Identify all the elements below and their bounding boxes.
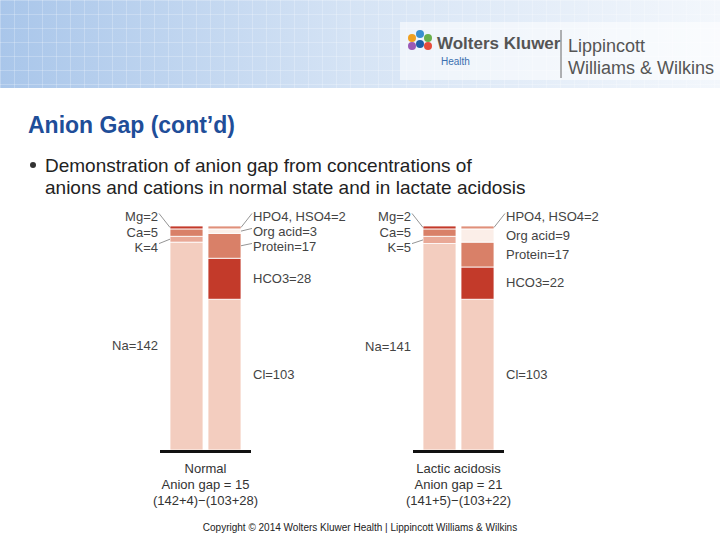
leader-line (241, 228, 252, 231)
data-label: HPO4, HSO4=2 (253, 209, 346, 224)
bar-segment (461, 229, 494, 242)
logo-dot (408, 42, 416, 50)
logo-dot (424, 34, 432, 42)
bar-segment (170, 236, 203, 242)
caption: (141+5)−(103+22) (406, 493, 511, 508)
slide: Wolters Kluwer Health LippincottWilliams &… (0, 0, 720, 540)
slide-title: Anion Gap (cont’d) (28, 112, 235, 138)
bar-segment (423, 244, 456, 450)
bullet-text: Demonstration of anion gap from concentr… (45, 155, 472, 176)
caption: Lactic acidosis (416, 461, 501, 476)
logo-dot (408, 34, 416, 42)
baseline (413, 450, 504, 453)
data-label: K=5 (388, 240, 412, 255)
bar-segment (208, 299, 241, 450)
header-band (0, 0, 720, 88)
logo-dot (416, 40, 424, 48)
footer-text: Copyright © 2014 Wolters Kluwer Health |… (203, 522, 517, 533)
division-name: Health (441, 56, 470, 67)
bar-segment (423, 229, 456, 236)
leader-line (159, 213, 170, 227)
data-label: HCO3=22 (506, 275, 564, 290)
caption: Anion gap = 15 (162, 477, 250, 492)
data-label: Org acid=9 (506, 228, 570, 243)
header-texture (0, 0, 720, 88)
data-label: HPO4, HSO4=2 (506, 209, 599, 224)
bar-segment (170, 242, 203, 450)
logo-separator (561, 30, 562, 78)
data-label: K=4 (135, 240, 159, 255)
leader-line (412, 213, 423, 227)
bar-segment (423, 236, 456, 243)
bullet-dot (30, 162, 36, 168)
data-label: Ca=5 (127, 225, 158, 240)
brand-name: Wolters Kluwer (437, 34, 561, 53)
data-label: Mg=2 (125, 209, 158, 224)
logo-dot (416, 30, 424, 38)
bar-segment (461, 242, 494, 267)
chart: Mg=2Ca=5K=4 Na=142 HPO4, HSO4=2Org acid=3P… (112, 209, 346, 508)
bullet-text: anions and cations in normal state and i… (45, 177, 526, 198)
bar-segment (208, 233, 241, 258)
data-label: Na=142 (112, 338, 158, 353)
logo-backdrop (400, 22, 720, 80)
bars (423, 226, 494, 450)
data-label: Protein=17 (506, 247, 569, 262)
logo-dot (424, 42, 432, 50)
leader-line (241, 213, 252, 227)
leader-line (241, 243, 252, 245)
baseline (160, 450, 251, 453)
data-label: Protein=17 (253, 239, 316, 254)
bar-segment (170, 226, 203, 229)
bar-segment (461, 226, 494, 229)
caption: Normal (185, 461, 227, 476)
caption: (142+4)−(103+28) (153, 493, 258, 508)
bar-segment (170, 229, 203, 236)
bars (170, 226, 241, 450)
data-label: Cl=103 (253, 367, 295, 382)
chart: Mg=2Ca=5K=5 Na=141 HPO4, HSO4=2 Org acid=9 P… (365, 209, 599, 508)
publisher-line: Lippincott (568, 36, 645, 56)
data-label: HCO3=28 (253, 271, 311, 286)
publisher-line: Williams & Wilkins (568, 58, 714, 78)
caption: Anion gap = 21 (415, 477, 503, 492)
bar-segment (208, 258, 241, 299)
bar-segment (423, 226, 456, 229)
bar-segment (208, 226, 241, 229)
leader-line (159, 239, 170, 243)
data-label: Org acid=3 (253, 224, 317, 239)
leader-line (412, 240, 423, 244)
leader-line (494, 213, 505, 227)
bar-segment (461, 299, 494, 450)
bar-segment (461, 267, 494, 299)
data-label: Cl=103 (506, 367, 548, 382)
data-label: Na=141 (365, 339, 411, 354)
bar-segment (208, 229, 241, 233)
data-label: Ca=5 (380, 225, 411, 240)
data-label: Mg=2 (378, 209, 411, 224)
